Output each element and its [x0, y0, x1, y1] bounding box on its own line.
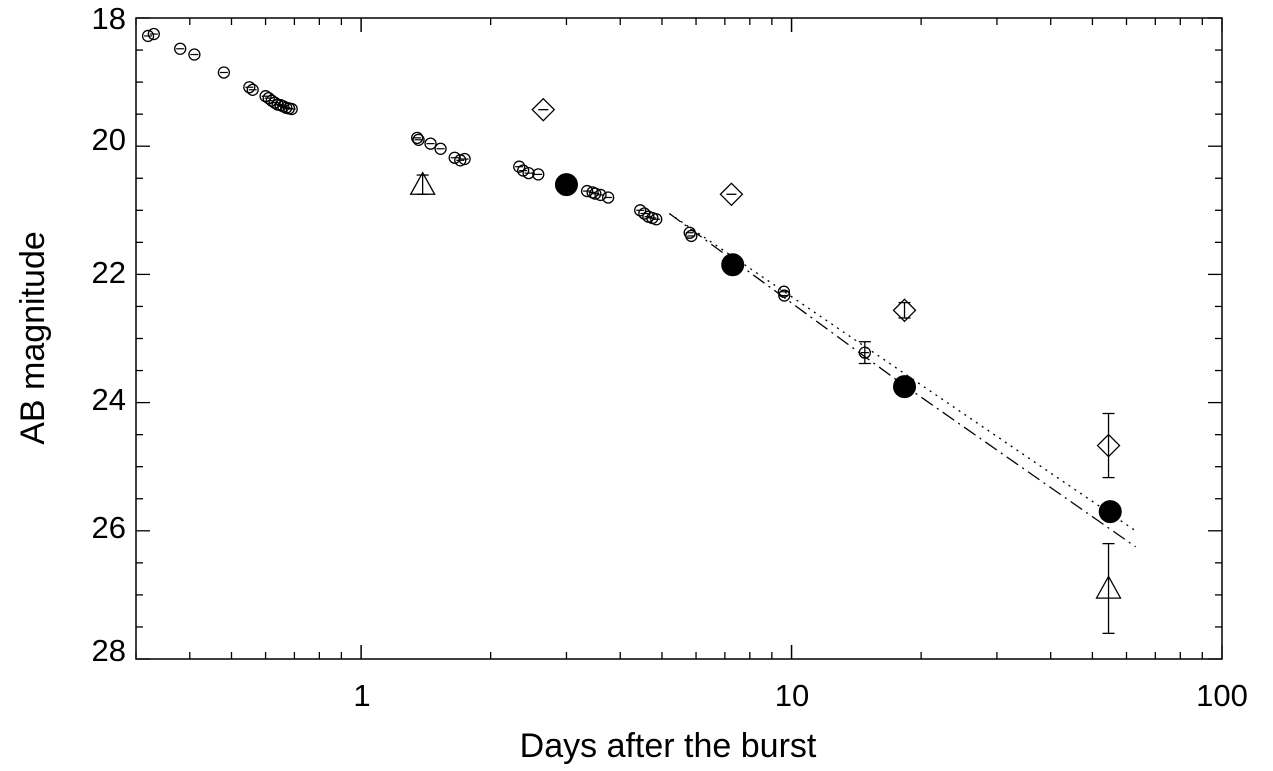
y-tick-label-20: 20	[92, 122, 126, 157]
circle-marker	[246, 83, 259, 96]
circle-marker	[650, 213, 663, 226]
x-tick-label-100: 100	[1196, 678, 1248, 713]
x-tick-label-10: 10	[775, 678, 809, 713]
triangle-marker	[1095, 575, 1122, 599]
filled-circle-marker	[1098, 500, 1122, 524]
x-tick-label-1: 1	[353, 678, 370, 713]
circle-marker	[434, 142, 447, 155]
circle-marker	[777, 285, 791, 298]
filled-circle-marker	[554, 173, 578, 197]
circle-marker	[589, 187, 602, 200]
circle-marker	[778, 289, 791, 302]
y-tick-label-28: 28	[92, 633, 126, 668]
circle-marker	[141, 29, 155, 43]
circle-marker	[243, 81, 256, 94]
plot-frame	[135, 17, 1223, 660]
circle-marker	[424, 137, 437, 150]
diamond-marker	[531, 97, 556, 122]
circle-marker	[217, 66, 231, 79]
y-tick-label-26: 26	[92, 510, 126, 545]
diamond-marker	[719, 182, 744, 207]
circle-marker	[858, 346, 871, 359]
circle-marker	[532, 168, 545, 181]
filled-circle-marker	[893, 375, 917, 399]
circle-marker	[602, 191, 615, 204]
triangle-marker	[409, 171, 436, 195]
circle-marker	[188, 48, 201, 61]
circle-marker	[458, 152, 471, 166]
axis-ticks	[135, 17, 1223, 660]
circle-marker	[685, 229, 698, 243]
x-axis-title: Days after the burst	[520, 727, 817, 765]
circle-marker	[513, 160, 526, 173]
data-points	[141, 27, 1122, 635]
circle-marker	[285, 102, 298, 116]
circle-marker	[522, 166, 535, 180]
y-tick-label-22: 22	[92, 255, 126, 290]
y-tick-label-18: 18	[92, 1, 126, 36]
filled-circle-marker	[721, 253, 745, 277]
circle-marker	[448, 151, 461, 164]
circle-marker	[634, 204, 647, 217]
dotted-fit-line	[668, 212, 1136, 532]
circle-marker	[411, 131, 424, 145]
circle-marker	[594, 188, 607, 202]
diamond-marker	[1096, 433, 1121, 458]
diamond-marker	[892, 298, 917, 323]
circle-marker	[517, 164, 530, 177]
circle-marker	[147, 27, 160, 41]
y-axis-title: AB magnitude	[14, 231, 52, 445]
circle-marker	[580, 184, 594, 198]
y-tick-label-24: 24	[92, 382, 126, 417]
circle-marker	[412, 133, 425, 146]
circle-marker	[174, 42, 187, 55]
circle-marker	[259, 90, 272, 103]
